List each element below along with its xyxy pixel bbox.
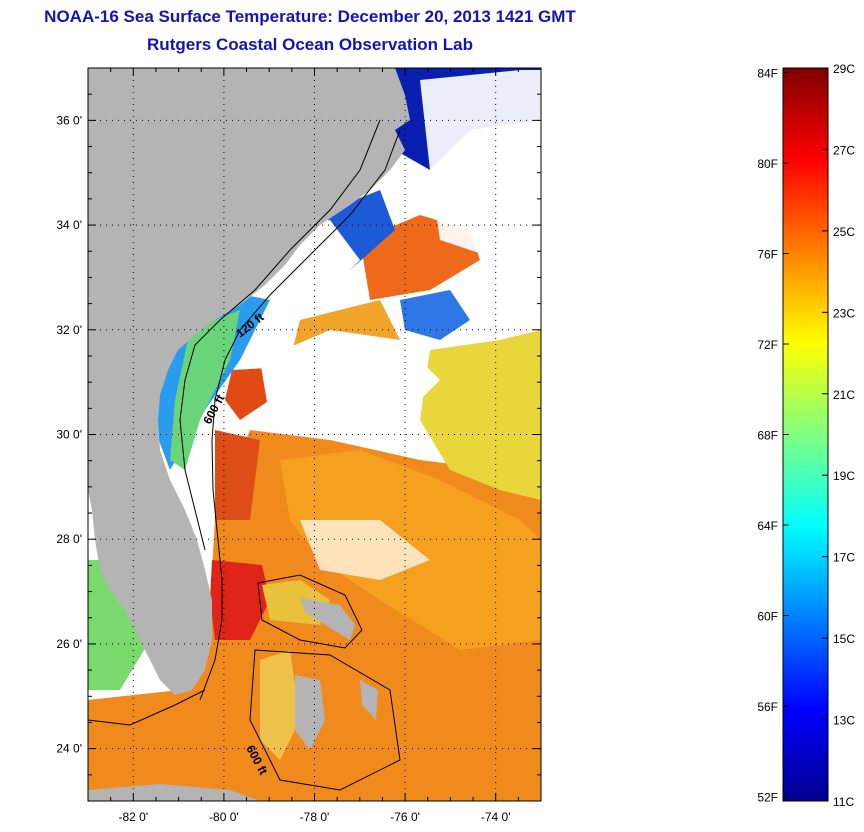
sst-green-shelf <box>170 310 240 470</box>
colorbar-labels: 84F 80F 76F 72F 68F 64F 60F 56F 52F 29C 27C 25C 23C 2… <box>757 62 855 809</box>
land-eleuthera <box>360 680 378 720</box>
cloud-mask-4 <box>300 520 430 580</box>
colorbar-c-label: 23C <box>833 306 855 320</box>
sst-yellow-east <box>420 330 541 500</box>
contour-600ft <box>199 129 401 701</box>
lon-tick-label: -78 0' <box>300 810 330 824</box>
colorbar-c-label: 21C <box>833 388 855 402</box>
colorbar-f-label: 60F <box>757 609 778 623</box>
colorbar-c-label: 19C <box>833 469 855 483</box>
lon-tick-label: -74 0' <box>481 810 511 824</box>
colorbar-c-label: 11C <box>833 795 854 809</box>
lon-tick-label: -80 0' <box>209 810 239 824</box>
cloud-mask-3 <box>420 70 541 260</box>
axis-ticks <box>87 67 542 802</box>
colorbar-c-label: 17C <box>833 551 855 565</box>
colorbar-f-label: 56F <box>757 700 778 714</box>
lat-tick-label: 36 0' <box>56 113 82 127</box>
land-us-coast <box>88 68 410 695</box>
graticule <box>88 68 541 801</box>
map-subtitle: Rutgers Coastal Ocean Observation Lab <box>147 35 473 54</box>
lon-tick-label: -82 0' <box>118 810 148 824</box>
contour-120ft <box>179 119 381 551</box>
map-area <box>88 68 541 801</box>
land-grand-bahama <box>300 598 355 640</box>
map-title: NOAA-16 Sea Surface Temperature: Decembe… <box>44 7 576 26</box>
cloud-mask-2 <box>260 330 440 430</box>
land-andros <box>295 675 325 750</box>
colorbar-c-label: 27C <box>833 143 855 157</box>
colorbar-c-label: 15C <box>833 632 855 646</box>
colorbar-f-label: 68F <box>757 429 778 443</box>
colorbar-f-label: 72F <box>757 338 778 352</box>
lat-tick-label: 28 0' <box>56 532 82 546</box>
land-cuba <box>88 784 260 801</box>
lat-tick-label: 34 0' <box>56 218 82 232</box>
contour-bahamas-south <box>249 649 401 791</box>
colorbar-c-label: 25C <box>833 225 855 239</box>
lat-tick-label: 26 0' <box>56 637 82 651</box>
colorbar <box>782 67 829 802</box>
lat-tick-label: 24 0' <box>56 742 82 756</box>
colorbar-f-label: 64F <box>757 519 778 533</box>
sst-red-mid <box>215 430 260 520</box>
colorbar-f-label: 80F <box>757 157 778 171</box>
contour-florida-keys <box>88 689 206 726</box>
lat-tick-label: 30 0' <box>56 428 82 442</box>
colorbar-f-label: 84F <box>757 67 778 81</box>
colorbar-c-label: 29C <box>833 62 855 76</box>
axis-labels: 24 0' 26 0' 28 0' 30 0' 32 0' 34 0' 36 0' -82 0… <box>56 113 510 824</box>
colorbar-f-label: 76F <box>757 248 778 262</box>
sst-red-core <box>210 560 270 640</box>
sst-bahamas-south <box>260 650 300 760</box>
sst-red-north <box>225 368 270 420</box>
colorbar-f-label: 52F <box>757 790 778 804</box>
colorbar-c-label: 13C <box>833 714 855 728</box>
sst-blue-patches <box>400 290 470 340</box>
lat-tick-label: 32 0' <box>56 323 82 337</box>
contour-bahamas <box>257 574 363 649</box>
lon-tick-label: -76 0' <box>390 810 420 824</box>
